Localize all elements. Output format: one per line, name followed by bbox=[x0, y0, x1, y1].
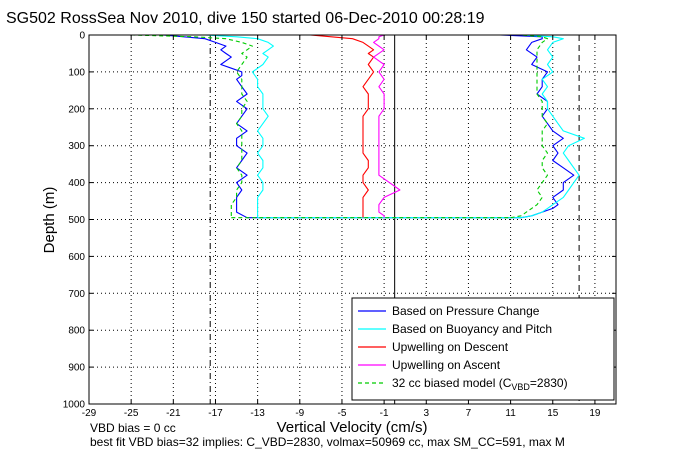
series-line-4-seg-1 bbox=[373, 34, 401, 218]
series-line-2-seg-2 bbox=[521, 34, 585, 219]
legend-label-1: Based on Pressure Change bbox=[392, 304, 540, 318]
y-tick-label: 1000 bbox=[63, 400, 86, 411]
x-tick-label: -13 bbox=[250, 408, 265, 419]
legend-label-3: Upwelling on Descent bbox=[392, 340, 509, 354]
grid-lines bbox=[89, 35, 616, 404]
y-ticks: 0 100 200 300 400 500 600 700 800 900 1000 bbox=[63, 31, 616, 411]
x-ticks: -29 -25 -21 -17 -13 -9 -5 -1 3 7 11 15 19 bbox=[82, 35, 601, 419]
legend: Based on Pressure Change Based on Buoyanc… bbox=[351, 297, 615, 401]
y-tick-label: 800 bbox=[68, 326, 85, 337]
y-tick-label: 700 bbox=[68, 289, 85, 300]
y-tick-label: 300 bbox=[68, 141, 85, 152]
legend-label-tail: =2830) bbox=[530, 376, 568, 390]
best-fit-note: best fit VBD bias=32 implies: C_VBD=2830… bbox=[90, 435, 565, 449]
x-axis-label: Vertical Velocity (cm/s) bbox=[277, 419, 428, 436]
y-tick-label: 600 bbox=[68, 252, 85, 263]
legend-label-4: Upwelling on Ascent bbox=[392, 358, 501, 372]
x-tick-label: -1 bbox=[380, 408, 389, 419]
y-tick-label: 200 bbox=[68, 104, 85, 115]
series-line-3-seg-1 bbox=[310, 34, 375, 218]
y-tick-label: 0 bbox=[79, 31, 85, 42]
x-tick-label: -17 bbox=[208, 408, 223, 419]
series-line-1-seg-1 bbox=[162, 34, 248, 219]
x-tick-label: -25 bbox=[124, 408, 139, 419]
y-tick-label: 100 bbox=[68, 67, 85, 78]
series-line-5-seg-1 bbox=[131, 34, 253, 218]
y-tick-label: 900 bbox=[68, 363, 85, 374]
legend-label-5: 32 cc biased model (CVBD=2830) bbox=[392, 376, 568, 392]
y-tick-label: 400 bbox=[68, 178, 85, 189]
legend-box bbox=[351, 297, 615, 401]
y-tick-label: 500 bbox=[68, 215, 85, 226]
x-tick-label: 3 bbox=[423, 408, 429, 419]
legend-label-subscript: VBD bbox=[511, 382, 530, 392]
series-layer bbox=[131, 34, 585, 219]
series-line-5-seg-2 bbox=[510, 34, 549, 219]
x-tick-label: -5 bbox=[338, 408, 347, 419]
chart-title: SG502 RossSea Nov 2010, dive 150 started… bbox=[6, 10, 485, 27]
series-line-1-seg-2 bbox=[500, 34, 575, 219]
x-tick-label: -29 bbox=[82, 408, 97, 419]
x-tick-label: 11 bbox=[505, 408, 516, 419]
x-tick-label: 15 bbox=[547, 408, 559, 419]
x-tick-label: 7 bbox=[466, 408, 472, 419]
series-line-2-seg-1 bbox=[204, 34, 274, 218]
legend-label-2: Based on Buoyancy and Pitch bbox=[392, 322, 552, 336]
x-tick-label: 19 bbox=[589, 408, 601, 419]
x-tick-label: -9 bbox=[295, 408, 304, 419]
legend-label-main: 32 cc biased model (C bbox=[392, 376, 512, 390]
y-axis-label: Depth (m) bbox=[41, 187, 58, 254]
x-tick-label: -21 bbox=[166, 408, 181, 419]
vbd-bias-note: VBD bias = 0 cc bbox=[90, 421, 176, 435]
